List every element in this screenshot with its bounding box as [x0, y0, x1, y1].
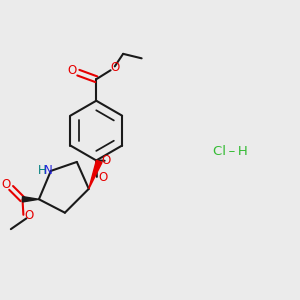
- Text: O: O: [111, 61, 120, 74]
- Polygon shape: [22, 196, 39, 202]
- Text: O: O: [68, 64, 77, 77]
- Text: Cl – H: Cl – H: [213, 145, 248, 158]
- Text: N: N: [44, 164, 53, 177]
- Polygon shape: [89, 160, 102, 189]
- Text: O: O: [24, 209, 33, 222]
- Text: H: H: [38, 164, 47, 177]
- Text: O: O: [98, 171, 107, 184]
- Text: O: O: [101, 154, 110, 167]
- Text: O: O: [1, 178, 10, 191]
